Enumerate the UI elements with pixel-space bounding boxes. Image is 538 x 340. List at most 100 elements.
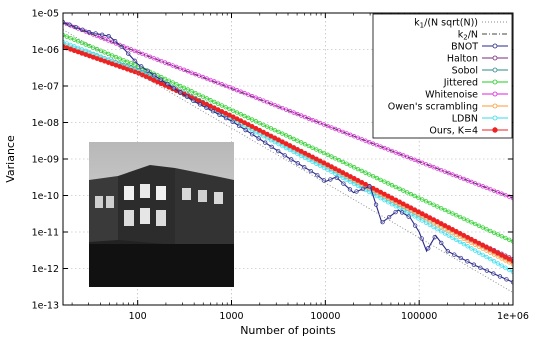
data-point <box>374 142 380 148</box>
data-point <box>354 189 359 194</box>
data-point <box>268 138 274 143</box>
data-point <box>355 177 361 183</box>
data-point <box>419 236 424 241</box>
data-point <box>329 154 334 159</box>
data-point <box>465 218 470 223</box>
data-point <box>226 112 232 118</box>
data-point <box>268 133 274 139</box>
data-point <box>382 179 387 184</box>
data-point <box>393 204 398 209</box>
data-point <box>420 218 425 223</box>
data-point <box>302 165 307 170</box>
data-point <box>491 230 497 235</box>
data-point <box>480 225 485 230</box>
legend-label-subscript: 2 <box>463 34 467 42</box>
data-point <box>439 206 444 211</box>
data-point <box>374 187 380 193</box>
data-point <box>249 117 255 122</box>
data-point <box>367 184 372 189</box>
data-point <box>412 207 418 213</box>
data-point <box>249 128 255 133</box>
data-point <box>282 153 287 158</box>
data-point <box>144 53 149 58</box>
data-point <box>257 120 262 126</box>
data-point <box>283 145 289 151</box>
data-point <box>174 82 179 87</box>
data-point <box>423 220 429 225</box>
data-point <box>341 181 346 186</box>
data-point <box>328 177 333 182</box>
data-point <box>306 143 311 149</box>
data-point <box>272 135 278 141</box>
data-point <box>419 211 425 217</box>
data-point <box>193 90 198 96</box>
data-point <box>370 174 376 179</box>
data-point <box>245 122 251 128</box>
data-point <box>242 124 247 129</box>
data-point <box>113 39 118 44</box>
data-point <box>200 94 206 99</box>
data-point <box>393 209 398 215</box>
data-point <box>223 115 229 121</box>
data-point <box>272 127 277 133</box>
data-point <box>265 124 270 129</box>
data-point <box>378 177 383 182</box>
data-point <box>86 30 92 35</box>
data-point <box>128 61 134 66</box>
data-point <box>473 248 478 253</box>
data-point <box>488 228 493 234</box>
data-point <box>283 141 289 147</box>
series-layer <box>63 20 513 293</box>
data-point <box>427 215 433 221</box>
data-point <box>389 195 395 201</box>
data-point <box>310 154 316 160</box>
data-point <box>434 219 440 225</box>
data-point <box>106 51 111 57</box>
data-point <box>439 167 444 173</box>
data-point <box>99 32 105 37</box>
data-point <box>263 140 268 145</box>
data-point <box>165 81 170 87</box>
legend-label-rest: /(N sqrt(N)) <box>424 18 478 29</box>
data-point <box>336 158 342 163</box>
data-point <box>351 176 357 181</box>
data-point <box>401 153 406 158</box>
data-point <box>480 242 486 248</box>
data-point <box>299 153 304 159</box>
series-line-k2-n <box>63 22 513 199</box>
data-point <box>291 136 296 142</box>
data-point <box>317 158 323 164</box>
y-tick-label: 1e-10 <box>32 191 59 202</box>
data-point <box>420 160 425 165</box>
data-point <box>406 214 411 219</box>
legend-marker-whitenoise <box>492 91 498 97</box>
data-point <box>491 259 497 264</box>
data-point <box>106 33 111 39</box>
data-point <box>504 277 509 282</box>
data-point <box>184 94 190 99</box>
y-tick-label: 1e-05 <box>32 9 59 20</box>
data-point <box>93 31 98 36</box>
data-point <box>476 250 482 255</box>
legend-label-subscript: 1 <box>420 22 424 30</box>
data-point <box>386 147 391 152</box>
series-line-bnot <box>63 21 513 283</box>
data-point <box>347 174 353 179</box>
data-point <box>291 149 296 155</box>
inset-street-photo <box>89 142 234 287</box>
legend: k1/(N sqrt(N))k2/NBNOTHaltonSobolJittere… <box>372 13 513 139</box>
data-point <box>276 148 281 154</box>
data-point <box>68 42 73 48</box>
data-point <box>264 131 270 137</box>
data-point <box>227 106 232 112</box>
data-point <box>431 224 436 230</box>
data-point <box>242 120 247 126</box>
legend-box <box>372 13 513 139</box>
data-point <box>439 229 444 234</box>
data-point <box>487 246 493 252</box>
data-point <box>420 197 425 202</box>
data-point <box>162 76 168 82</box>
data-point <box>457 175 463 180</box>
data-point <box>344 161 349 166</box>
data-point <box>210 109 216 114</box>
